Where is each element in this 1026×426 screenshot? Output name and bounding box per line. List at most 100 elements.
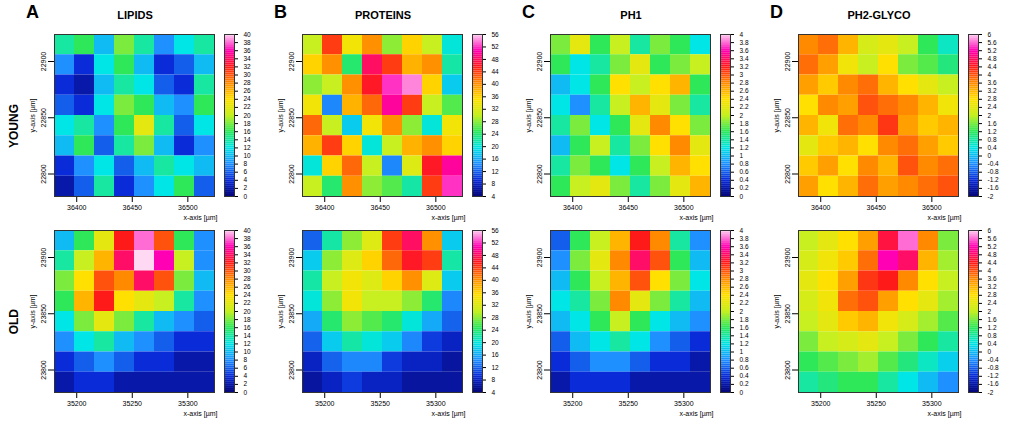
svg-text:x-axis [µm]: x-axis [µm] bbox=[928, 214, 962, 222]
svg-text:40: 40 bbox=[492, 80, 500, 87]
svg-text:22800: 22800 bbox=[536, 164, 543, 184]
svg-text:0: 0 bbox=[244, 193, 248, 200]
svg-text:22850: 22850 bbox=[784, 108, 791, 128]
svg-text:36400: 36400 bbox=[563, 204, 583, 211]
svg-text:2: 2 bbox=[244, 380, 248, 387]
svg-text:32: 32 bbox=[244, 259, 252, 266]
svg-text:1.6: 1.6 bbox=[988, 316, 997, 323]
svg-text:4.8: 4.8 bbox=[988, 251, 997, 258]
svg-text:22800: 22800 bbox=[40, 164, 47, 184]
svg-text:34: 34 bbox=[244, 251, 252, 258]
svg-text:-2: -2 bbox=[988, 389, 994, 396]
svg-text:1.2: 1.2 bbox=[988, 128, 997, 135]
svg-text:44: 44 bbox=[492, 68, 500, 75]
svg-text:36500: 36500 bbox=[426, 204, 446, 211]
svg-text:22850: 22850 bbox=[536, 108, 543, 128]
svg-text:4.4: 4.4 bbox=[988, 259, 997, 266]
svg-text:32: 32 bbox=[492, 105, 500, 112]
svg-text:23900: 23900 bbox=[536, 248, 543, 268]
svg-text:0.4: 0.4 bbox=[988, 144, 997, 151]
svg-text:1.2: 1.2 bbox=[740, 144, 749, 151]
svg-text:23850: 23850 bbox=[536, 304, 543, 324]
svg-text:44: 44 bbox=[492, 264, 500, 271]
svg-text:6: 6 bbox=[244, 168, 248, 175]
svg-text:x-axis [µm]: x-axis [µm] bbox=[928, 410, 962, 418]
svg-text:35200: 35200 bbox=[563, 400, 583, 407]
svg-text:40: 40 bbox=[244, 31, 252, 38]
svg-text:22: 22 bbox=[244, 299, 252, 306]
svg-text:x-axis [µm]: x-axis [µm] bbox=[680, 410, 714, 418]
svg-text:35300: 35300 bbox=[426, 400, 446, 407]
svg-text:36450: 36450 bbox=[619, 204, 639, 211]
svg-text:x-axis [µm]: x-axis [µm] bbox=[432, 214, 466, 222]
svg-text:2.8: 2.8 bbox=[988, 291, 997, 298]
svg-text:35200: 35200 bbox=[67, 400, 87, 407]
svg-text:x-axis [µm]: x-axis [µm] bbox=[184, 410, 218, 418]
svg-text:3.2: 3.2 bbox=[988, 283, 997, 290]
svg-text:36500: 36500 bbox=[178, 204, 198, 211]
svg-text:24: 24 bbox=[244, 95, 252, 102]
svg-text:-1.6: -1.6 bbox=[988, 380, 1000, 387]
svg-text:23900: 23900 bbox=[288, 248, 295, 268]
svg-text:16: 16 bbox=[492, 155, 500, 162]
svg-text:12: 12 bbox=[244, 144, 252, 151]
svg-text:2: 2 bbox=[988, 112, 992, 119]
svg-text:22900: 22900 bbox=[288, 52, 295, 72]
svg-text:36450: 36450 bbox=[123, 204, 143, 211]
svg-text:23850: 23850 bbox=[40, 304, 47, 324]
svg-text:22850: 22850 bbox=[40, 108, 47, 128]
svg-text:0.8: 0.8 bbox=[988, 136, 997, 143]
svg-text:3.4: 3.4 bbox=[740, 251, 749, 258]
svg-text:1.4: 1.4 bbox=[740, 332, 749, 339]
svg-text:4: 4 bbox=[244, 176, 248, 183]
svg-text:2: 2 bbox=[740, 112, 744, 119]
svg-text:26: 26 bbox=[244, 87, 252, 94]
svg-text:5.2: 5.2 bbox=[988, 243, 997, 250]
svg-text:22: 22 bbox=[244, 103, 252, 110]
svg-text:0.8: 0.8 bbox=[740, 356, 749, 363]
svg-text:0.8: 0.8 bbox=[988, 332, 997, 339]
svg-text:38: 38 bbox=[244, 39, 252, 46]
svg-text:38: 38 bbox=[244, 235, 252, 242]
svg-text:0: 0 bbox=[988, 348, 992, 355]
svg-text:23900: 23900 bbox=[784, 248, 791, 268]
svg-text:-0.8: -0.8 bbox=[988, 168, 1000, 175]
svg-text:23850: 23850 bbox=[288, 304, 295, 324]
svg-text:6: 6 bbox=[988, 31, 992, 38]
svg-text:1.2: 1.2 bbox=[988, 324, 997, 331]
svg-text:23800: 23800 bbox=[536, 360, 543, 380]
svg-text:1.6: 1.6 bbox=[988, 120, 997, 127]
svg-text:3.2: 3.2 bbox=[988, 87, 997, 94]
svg-text:36450: 36450 bbox=[371, 204, 391, 211]
svg-text:y-axis [µm]: y-axis [µm] bbox=[277, 294, 285, 328]
svg-text:23800: 23800 bbox=[784, 360, 791, 380]
svg-text:0: 0 bbox=[740, 389, 744, 396]
svg-text:4: 4 bbox=[740, 31, 744, 38]
svg-text:6: 6 bbox=[988, 227, 992, 234]
svg-text:10: 10 bbox=[244, 152, 252, 159]
svg-text:36: 36 bbox=[492, 93, 500, 100]
svg-text:1.4: 1.4 bbox=[740, 136, 749, 143]
svg-text:16: 16 bbox=[244, 128, 252, 135]
svg-text:22900: 22900 bbox=[784, 52, 791, 72]
svg-text:4: 4 bbox=[988, 267, 992, 274]
svg-text:1: 1 bbox=[740, 152, 744, 159]
svg-text:3.6: 3.6 bbox=[740, 47, 749, 54]
svg-text:22800: 22800 bbox=[784, 164, 791, 184]
svg-text:35250: 35250 bbox=[619, 400, 639, 407]
svg-text:36400: 36400 bbox=[315, 204, 335, 211]
svg-text:28: 28 bbox=[244, 275, 252, 282]
svg-text:28: 28 bbox=[492, 118, 500, 125]
svg-text:4.4: 4.4 bbox=[988, 63, 997, 70]
svg-text:35300: 35300 bbox=[922, 400, 942, 407]
svg-text:1.6: 1.6 bbox=[740, 128, 749, 135]
svg-text:2.8: 2.8 bbox=[988, 95, 997, 102]
svg-text:23800: 23800 bbox=[288, 360, 295, 380]
svg-text:3: 3 bbox=[740, 267, 744, 274]
svg-text:52: 52 bbox=[492, 239, 500, 246]
svg-text:3.8: 3.8 bbox=[740, 39, 749, 46]
svg-text:36450: 36450 bbox=[867, 204, 887, 211]
svg-text:-0.4: -0.4 bbox=[988, 356, 1000, 363]
svg-text:36: 36 bbox=[492, 289, 500, 296]
svg-text:35250: 35250 bbox=[371, 400, 391, 407]
